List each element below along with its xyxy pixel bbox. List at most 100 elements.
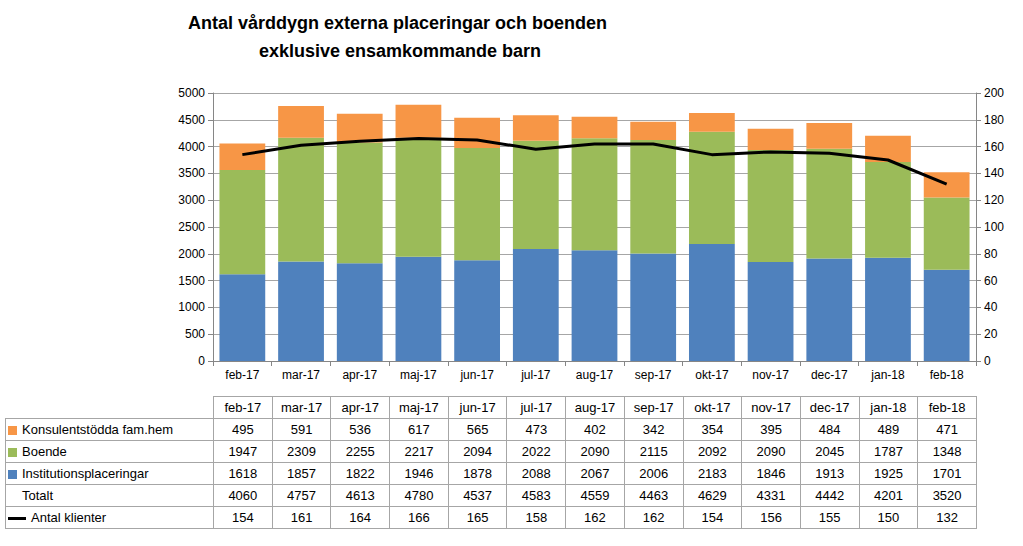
- html-text:1618: 1618: [228, 466, 258, 481]
- html-text:402: 402: [584, 422, 606, 437]
- svg-text:jan-18: jan-18: [870, 368, 905, 382]
- svg-text:aug-17: aug-17: [576, 368, 614, 382]
- html-text:2067: 2067: [580, 466, 610, 481]
- svg-text:2500: 2500: [178, 220, 205, 234]
- svg-text:4000: 4000: [178, 140, 205, 154]
- html-text:4780: 4780: [404, 488, 434, 503]
- svg-text:40: 40: [984, 300, 998, 314]
- html-text:1913: 1913: [815, 466, 845, 481]
- html-text:dec-17: dec-17: [809, 400, 850, 415]
- html-text:nov-17: nov-17: [751, 400, 791, 415]
- html-text:maj-17: maj-17: [399, 400, 439, 415]
- html-text:4757: 4757: [287, 488, 316, 503]
- html-text:1348: 1348: [932, 444, 962, 459]
- svg-text:3500: 3500: [178, 166, 205, 180]
- html-text:4583: 4583: [521, 488, 551, 503]
- svg-text:apr-17: apr-17: [342, 368, 377, 382]
- html-text:2088: 2088: [521, 466, 551, 481]
- svg-text:0: 0: [198, 354, 205, 368]
- html-text:473: 473: [525, 422, 548, 437]
- html-text:4537: 4537: [463, 488, 492, 503]
- html-text:2115: 2115: [639, 444, 668, 459]
- html-text:1822: 1822: [345, 466, 375, 481]
- html-text:1925: 1925: [873, 466, 903, 481]
- svg-text:5000: 5000: [178, 86, 205, 100]
- svg-text:feb-18: feb-18: [930, 368, 964, 382]
- svg-text:140: 140: [984, 166, 1004, 180]
- html-text:Boende: Boende: [22, 444, 67, 459]
- svg-text:nov-17: nov-17: [752, 368, 789, 382]
- html-text:jul-17: jul-17: [520, 400, 553, 415]
- html-text:565: 565: [466, 422, 489, 437]
- svg-text:500: 500: [185, 327, 205, 341]
- html-text:1701: 1701: [932, 466, 962, 481]
- html-text:489: 489: [877, 422, 900, 437]
- html-text:2090: 2090: [580, 444, 610, 459]
- html-text:617: 617: [408, 422, 430, 437]
- svg-text:80: 80: [984, 247, 998, 261]
- html-text:2217: 2217: [404, 444, 434, 459]
- html-text:Konsulentstödda fam.hem: Konsulentstödda fam.hem: [22, 422, 173, 437]
- html-text:1878: 1878: [463, 466, 492, 481]
- svg-text:100: 100: [984, 220, 1004, 234]
- html-text:4060: 4060: [228, 488, 258, 503]
- html-text:1857: 1857: [287, 466, 316, 481]
- html-text:2045: 2045: [815, 444, 845, 459]
- html-text:1947: 1947: [228, 444, 258, 459]
- svg-text:20: 20: [984, 327, 998, 341]
- svg-text:60: 60: [984, 274, 998, 288]
- html-text:495: 495: [232, 422, 254, 437]
- html-text:mar-17: mar-17: [280, 400, 323, 415]
- svg-text:3000: 3000: [178, 193, 205, 207]
- html-text:1846: 1846: [756, 466, 786, 481]
- svg-text:2000: 2000: [178, 247, 205, 261]
- html-text:2183: 2183: [697, 466, 727, 481]
- html-text:Totalt: Totalt: [22, 488, 54, 503]
- svg-text:maj-17: maj-17: [400, 368, 437, 382]
- html-text:471: 471: [936, 422, 958, 437]
- html-text:2006: 2006: [639, 466, 669, 481]
- svg-text:feb-17: feb-17: [225, 368, 259, 382]
- svg-text:1500: 1500: [178, 274, 205, 288]
- html-text:2309: 2309: [287, 444, 316, 459]
- svg-text:1000: 1000: [178, 300, 205, 314]
- html-text:484: 484: [818, 422, 841, 437]
- html-text:342: 342: [642, 422, 665, 437]
- svg-text:180: 180: [984, 113, 1004, 127]
- svg-text:exklusive ensamkommande barn: exklusive ensamkommande barn: [259, 41, 541, 61]
- html-text:1946: 1946: [404, 466, 434, 481]
- svg-text:sep-17: sep-17: [635, 368, 672, 382]
- html-text:536: 536: [349, 422, 372, 437]
- svg-text:4500: 4500: [178, 113, 205, 127]
- html-text:Institutionsplaceringar: Institutionsplaceringar: [22, 466, 149, 481]
- html-text:2090: 2090: [756, 444, 786, 459]
- html-text:1787: 1787: [873, 444, 903, 459]
- html-text:395: 395: [760, 422, 782, 437]
- html-text:aug-17: aug-17: [574, 400, 616, 415]
- svg-text:dec-17: dec-17: [811, 368, 848, 382]
- html-text:jan-18: jan-18: [870, 400, 907, 415]
- svg-text:mar-17: mar-17: [282, 368, 320, 382]
- html-text:354: 354: [701, 422, 724, 437]
- svg-text:0: 0: [984, 354, 991, 368]
- html-text:sep-17: sep-17: [633, 400, 674, 415]
- svg-text:okt-17: okt-17: [695, 368, 729, 382]
- html-text:jun-17: jun-17: [459, 400, 496, 415]
- svg-text:Antal vårddygn externa placeri: Antal vårddygn externa placeringar och b…: [188, 13, 612, 33]
- svg-text:jul-17: jul-17: [520, 368, 551, 382]
- html-text:feb-17: feb-17: [224, 400, 262, 415]
- svg-text:jun-17: jun-17: [459, 368, 494, 382]
- html-text:4559: 4559: [580, 488, 610, 503]
- html-text:2022: 2022: [521, 444, 551, 459]
- svg-text:200: 200: [984, 86, 1004, 100]
- html-text:okt-17: okt-17: [694, 400, 731, 415]
- html-text:591: 591: [290, 422, 313, 437]
- svg-text:120: 120: [984, 193, 1004, 207]
- html-text:apr-17: apr-17: [341, 400, 379, 415]
- html-text:2092: 2092: [697, 444, 727, 459]
- svg-text:160: 160: [984, 140, 1004, 154]
- html-text:feb-18: feb-18: [928, 400, 966, 415]
- html-text:2255: 2255: [345, 444, 375, 459]
- html-text:4613: 4613: [345, 488, 375, 503]
- html-text:2094: 2094: [463, 444, 492, 459]
